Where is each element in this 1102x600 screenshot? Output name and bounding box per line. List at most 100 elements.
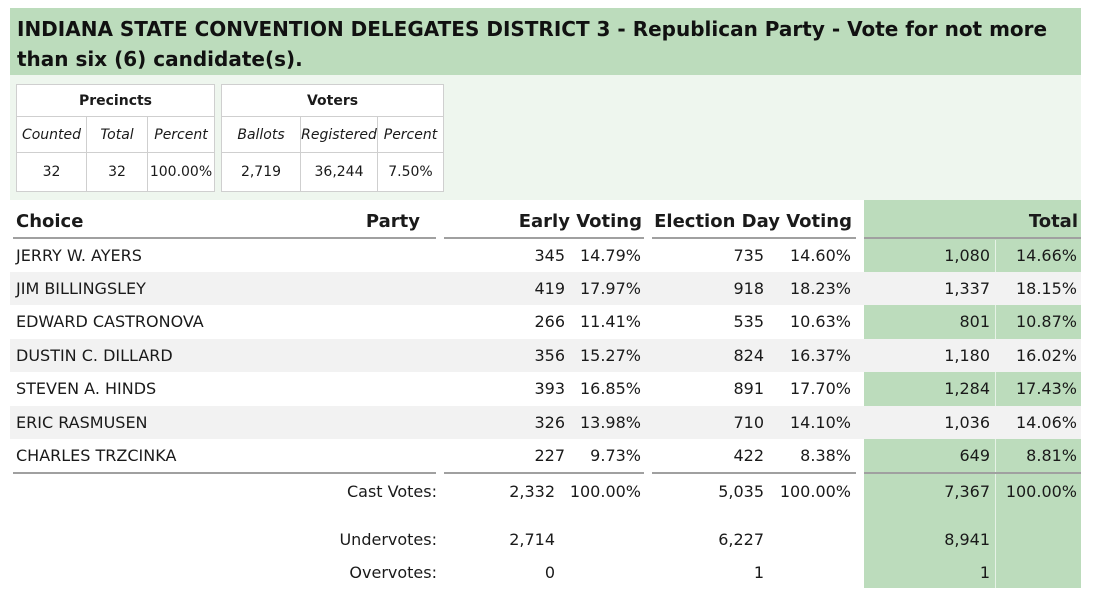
total-percent: 8.81%	[1026, 446, 1077, 465]
overvotes-label: Overvotes:	[349, 563, 437, 582]
header-rule-choice	[13, 237, 436, 239]
cast-votes-total: 7,367	[944, 482, 990, 501]
early-percent: 15.27%	[579, 346, 641, 365]
cast-votes-total-percent: 100.00%	[1005, 482, 1077, 501]
header-rule-early	[444, 237, 644, 239]
total-votes: 649	[959, 446, 990, 465]
eday-percent: 18.23%	[789, 279, 851, 298]
eday-percent: 14.10%	[789, 413, 851, 432]
early-percent: 11.41%	[579, 312, 641, 331]
footer-rule-eday	[652, 472, 856, 474]
cast-votes-eday: 5,035	[718, 482, 764, 501]
early-votes: 326	[534, 413, 565, 432]
precincts-total-label: Total	[100, 126, 134, 143]
early-votes: 356	[534, 346, 565, 365]
eday-votes: 710	[733, 413, 764, 432]
col-early-voting: Early Voting	[518, 211, 642, 232]
overvotes-early: 0	[544, 563, 555, 582]
total-column-band	[864, 200, 1081, 588]
cast-votes-early-percent: 100.00%	[569, 482, 641, 501]
candidate-name: EDWARD CASTRONOVA	[16, 312, 204, 331]
eday-votes: 735	[733, 246, 764, 265]
precincts-percent-label: Percent	[154, 126, 208, 143]
candidate-name: JERRY W. AYERS	[16, 246, 142, 265]
candidate-name: JIM BILLINGSLEY	[16, 279, 146, 298]
col-choice: Choice	[16, 211, 84, 232]
table-row: STEVEN A. HINDS 393 16.85% 891 17.70% 1,…	[10, 372, 1081, 405]
eday-votes: 535	[733, 312, 764, 331]
voters-header: Voters	[222, 85, 443, 117]
table-row: JIM BILLINGSLEY 419 17.97% 918 18.23% 1,…	[10, 272, 1081, 305]
table-row: CHARLES TRZCINKA 227 9.73% 422 8.38% 649…	[10, 439, 1081, 472]
eday-votes: 422	[733, 446, 764, 465]
footer-rule-total	[864, 472, 1081, 474]
undervotes-eday: 6,227	[718, 530, 764, 549]
precincts-percent-value: 100.00%	[149, 164, 213, 180]
table-row: DUSTIN C. DILLARD 356 15.27% 824 16.37% …	[10, 339, 1081, 372]
total-percent: 16.02%	[1015, 346, 1077, 365]
cast-votes-eday-percent: 100.00%	[779, 482, 851, 501]
eday-percent: 10.63%	[789, 312, 851, 331]
total-percent: 14.66%	[1015, 246, 1077, 265]
table-row: JERRY W. AYERS 345 14.79% 735 14.60% 1,0…	[10, 239, 1081, 272]
total-votes: 1,284	[944, 379, 990, 398]
early-percent: 13.98%	[579, 413, 641, 432]
overvotes-total: 1	[979, 563, 990, 582]
voters-registered-label: Registered	[301, 126, 377, 143]
precincts-counted-value: 32	[42, 164, 61, 180]
eday-percent: 8.38%	[800, 446, 851, 465]
precincts-box: Precincts Counted Total Percent 32 32 10…	[16, 84, 215, 192]
header-rule-eday	[652, 237, 856, 239]
total-percent: 10.87%	[1015, 312, 1077, 331]
candidate-name: DUSTIN C. DILLARD	[16, 346, 173, 365]
early-votes: 345	[534, 246, 565, 265]
early-votes: 393	[534, 379, 565, 398]
voters-ballots-label: Ballots	[237, 126, 285, 143]
total-votes: 1,337	[944, 279, 990, 298]
early-votes: 227	[534, 446, 565, 465]
early-percent: 17.97%	[579, 279, 641, 298]
table-row: EDWARD CASTRONOVA 266 11.41% 535 10.63% …	[10, 305, 1081, 338]
col-party: Party	[365, 211, 420, 232]
col-election-day-voting: Election Day Voting	[654, 211, 852, 232]
early-votes: 266	[534, 312, 565, 331]
table-row: ERIC RASMUSEN 326 13.98% 710 14.10% 1,03…	[10, 406, 1081, 439]
voters-percent-label: Percent	[383, 126, 438, 143]
candidate-name: ERIC RASMUSEN	[16, 413, 148, 432]
total-votes: 1,180	[944, 346, 990, 365]
eday-percent: 14.60%	[789, 246, 851, 265]
undervotes-total: 8,941	[944, 530, 990, 549]
total-votes: 1,080	[944, 246, 990, 265]
eday-percent: 17.70%	[789, 379, 851, 398]
early-percent: 9.73%	[590, 446, 641, 465]
early-votes: 419	[534, 279, 565, 298]
total-percent: 14.06%	[1015, 413, 1077, 432]
undervotes-label: Undervotes:	[339, 530, 437, 549]
total-votes: 1,036	[944, 413, 990, 432]
eday-votes: 918	[733, 279, 764, 298]
candidate-name: STEVEN A. HINDS	[16, 379, 157, 398]
footer-rule-early	[444, 472, 644, 474]
precincts-total-value: 32	[108, 164, 126, 180]
precincts-header: Precincts	[17, 85, 214, 117]
precincts-counted-label: Counted	[21, 126, 82, 143]
eday-percent: 16.37%	[789, 346, 851, 365]
cast-votes-label: Cast Votes:	[346, 482, 437, 501]
col-total: Total	[1028, 211, 1078, 232]
voters-registered-value: 36,244	[314, 164, 364, 180]
cast-votes-early: 2,332	[509, 482, 555, 501]
eday-votes: 891	[733, 379, 764, 398]
header-rule-total	[864, 237, 1081, 239]
voters-percent-value: 7.50%	[388, 164, 433, 180]
early-percent: 14.79%	[579, 246, 641, 265]
total-percent: 18.15%	[1015, 279, 1077, 298]
footer-rule-choice	[13, 472, 436, 474]
overvotes-eday: 1	[753, 563, 764, 582]
undervotes-early: 2,714	[509, 530, 555, 549]
early-percent: 16.85%	[579, 379, 641, 398]
contest-title: INDIANA STATE CONVENTION DELEGATES DISTR…	[10, 8, 1081, 75]
total-percent: 17.43%	[1015, 379, 1077, 398]
voters-ballots-value: 2,719	[240, 164, 282, 180]
eday-votes: 824	[733, 346, 764, 365]
candidate-name: CHARLES TRZCINKA	[16, 446, 177, 465]
